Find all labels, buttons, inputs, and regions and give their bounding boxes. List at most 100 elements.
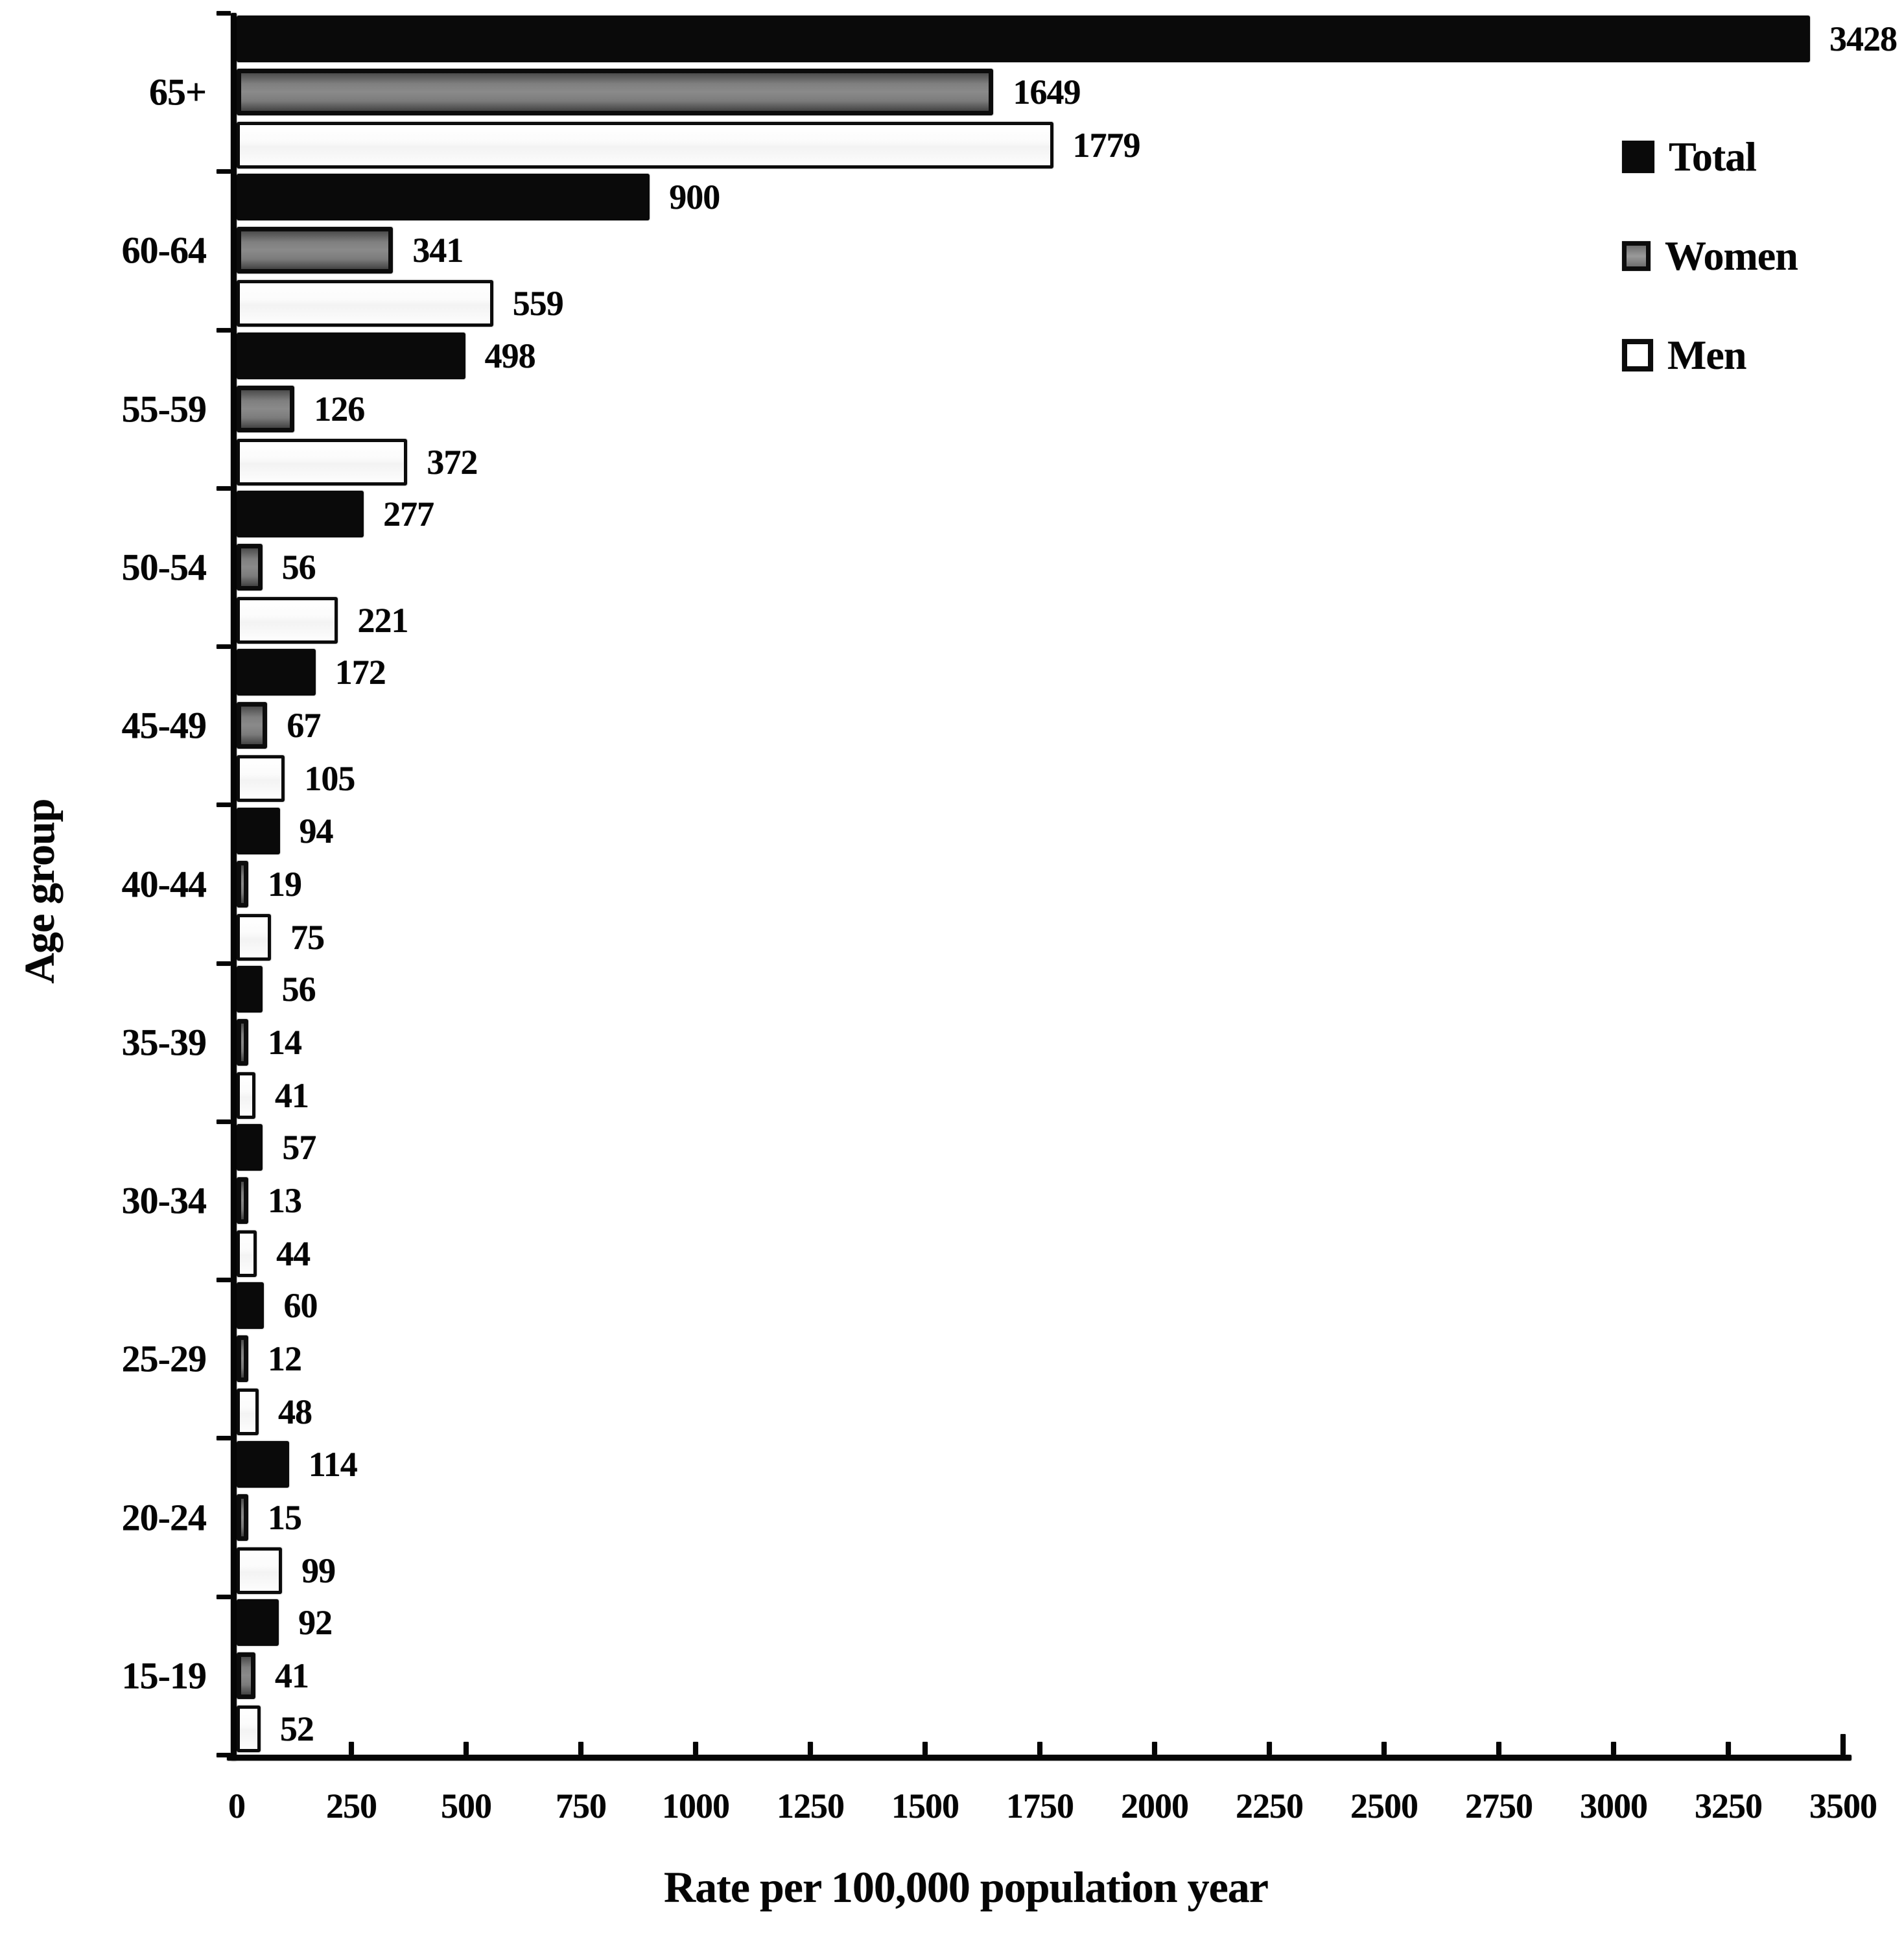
bar-women-65+ [237,69,994,116]
value-label-men-55-59: 372 [427,442,478,482]
y-axis-tick [217,803,231,808]
bar-men-35-39 [237,1072,256,1119]
value-label-men-25-29: 48 [277,1392,312,1432]
legend-swatch-women [1622,241,1651,271]
legend-label-women: Women [1665,233,1798,279]
x-tick-label-750: 750 [556,1787,607,1825]
bar-women-15-19 [237,1652,256,1699]
value-label-total-25-29: 60 [283,1286,318,1326]
value-label-men-65+: 1779 [1072,126,1141,165]
value-label-women-50-54: 56 [281,547,316,587]
y-axis-tick [217,1119,231,1124]
legend-label-men: Men [1667,332,1746,378]
value-label-men-35-39: 41 [275,1075,309,1115]
y-axis-line [231,13,237,1761]
legend-swatch-men [1622,339,1653,371]
x-axis-title: Rate per 100,000 population year [664,1862,1269,1912]
bar-men-20-24 [237,1547,283,1594]
value-label-men-45-49: 105 [304,759,355,799]
bar-women-45-49 [237,702,268,749]
value-label-total-35-39: 56 [281,969,316,1009]
bar-total-65+ [237,16,1811,63]
value-label-total-20-24: 114 [308,1444,358,1484]
bar-total-25-29 [237,1282,264,1330]
value-label-men-60-64: 559 [512,284,564,323]
value-label-women-35-39: 14 [268,1022,302,1062]
bar-men-55-59 [237,438,408,486]
bar-men-50-54 [237,596,338,644]
bar-men-15-19 [237,1705,261,1752]
value-label-total-50-54: 277 [383,494,434,534]
bar-total-40-44 [237,807,280,854]
value-label-total-40-44: 94 [299,811,334,850]
category-label-65+: 65+ [148,71,207,113]
y-axis-tick [217,1278,231,1283]
bar-total-50-54 [237,490,364,537]
value-label-women-45-49: 67 [287,706,321,745]
category-label-15-19: 15-19 [121,1654,207,1697]
x-axis-tick-1000 [693,1742,698,1755]
bar-women-30-34 [237,1177,248,1225]
bar-men-25-29 [237,1389,259,1436]
x-tick-label-2250: 2250 [1236,1787,1304,1825]
bar-total-60-64 [237,174,650,221]
x-tick-label-3500: 3500 [1809,1787,1877,1825]
y-axis-tick [217,11,231,16]
x-axis-tick-3250 [1726,1742,1731,1755]
y-axis-tick [217,1594,231,1599]
x-axis-tick-2000 [1152,1742,1157,1755]
value-label-total-65+: 3428 [1829,19,1898,59]
value-label-men-20-24: 99 [301,1551,336,1590]
x-tick-label-3250: 3250 [1695,1787,1763,1825]
value-label-total-15-19: 92 [298,1602,333,1642]
x-tick-label-500: 500 [441,1787,492,1825]
y-axis-tick [217,961,231,966]
x-tick-label-2000: 2000 [1121,1787,1189,1825]
x-tick-label-3000: 3000 [1580,1787,1648,1825]
y-axis-tick [217,327,231,333]
value-label-total-55-59: 498 [484,336,536,375]
category-label-45-49: 45-49 [121,704,207,747]
x-axis-tick-750 [578,1742,583,1755]
value-label-total-45-49: 172 [335,653,386,692]
category-label-25-29: 25-29 [121,1337,207,1380]
value-label-men-15-19: 52 [279,1709,314,1748]
bar-men-30-34 [237,1230,257,1278]
x-axis-tick-2750 [1496,1742,1501,1755]
bar-women-20-24 [237,1494,248,1541]
x-axis-tick-1500 [923,1742,928,1755]
x-axis-tick-250 [349,1742,354,1755]
y-axis-tick [217,644,231,650]
bar-total-30-34 [237,1124,263,1171]
bar-women-50-54 [237,543,263,591]
x-axis-tick-500 [464,1742,469,1755]
y-axis-tick [217,486,231,491]
legend-entry-women: Women [1622,232,1798,280]
value-label-women-25-29: 12 [268,1339,302,1379]
legend-entry-total: Total [1622,133,1757,181]
bar-total-20-24 [237,1440,289,1488]
x-axis-tick-1750 [1037,1742,1042,1755]
y-axis-tick [217,1753,231,1757]
value-label-total-60-64: 900 [669,178,720,217]
bar-men-65+ [237,122,1053,169]
category-label-50-54: 50-54 [121,546,207,589]
value-label-women-30-34: 13 [268,1181,302,1221]
legend-swatch-total [1622,141,1654,173]
x-tick-label-2750: 2750 [1465,1787,1533,1825]
bar-total-35-39 [237,965,263,1013]
legend-entry-men: Men [1622,331,1746,379]
category-label-30-34: 30-34 [121,1179,207,1222]
category-label-20-24: 20-24 [121,1496,207,1539]
bar-women-35-39 [237,1018,248,1066]
y-axis-tick [217,1436,231,1441]
y-axis-tick [217,169,231,174]
x-axis-tick-3500 [1840,1734,1846,1755]
category-label-35-39: 35-39 [121,1021,207,1064]
bar-men-60-64 [237,280,493,327]
x-tick-label-1500: 1500 [891,1787,959,1825]
value-label-total-30-34: 57 [282,1128,316,1167]
x-tick-label-2500: 2500 [1350,1787,1418,1825]
value-label-men-40-44: 75 [290,917,325,957]
value-label-men-50-54: 221 [357,600,408,640]
